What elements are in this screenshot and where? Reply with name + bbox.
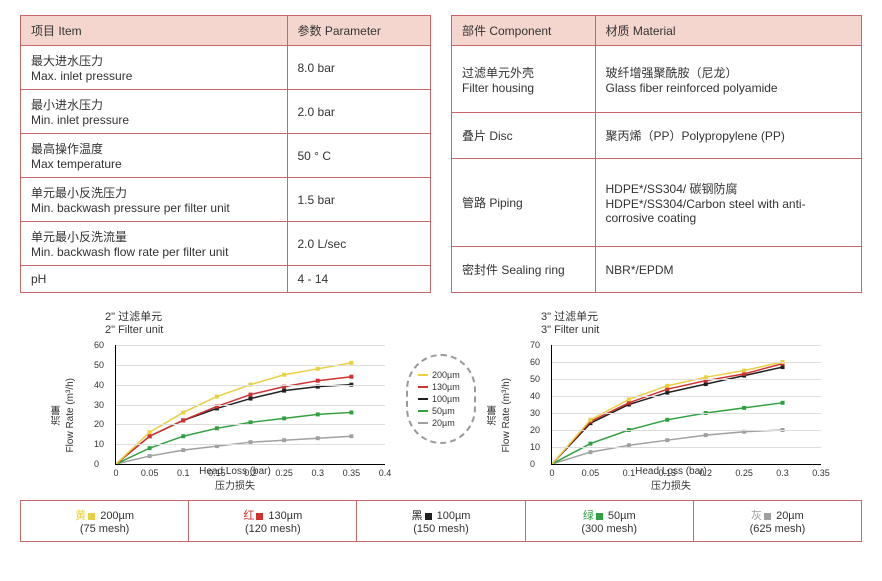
t1-h0: 项目 Item xyxy=(21,16,288,46)
chart2-xlabel: Head Loss (bar)压力损失 xyxy=(516,466,826,492)
chart2-box: 01020304050607000.050.10.150.20.250.30.3… xyxy=(516,340,826,490)
table-cell: pH xyxy=(21,266,288,293)
bottom-legend-item: 红 130µm(120 mesh) xyxy=(189,501,357,541)
materials-table: 部件 Component 材质 Material 过滤单元外壳Filter ho… xyxy=(451,15,862,293)
table-cell: 单元最小反洗流量Min. backwash flow rate per filt… xyxy=(21,222,288,266)
bottom-legend-item: 灰 20µm(625 mesh) xyxy=(694,501,861,541)
mid-legend: 200µm 130µm 100µm 50µm 20µm xyxy=(406,354,476,444)
table-cell: NBR*/EPDM xyxy=(595,247,862,293)
table-cell: 聚丙烯（PP）Polypropylene (PP) xyxy=(595,113,862,159)
legend-item: 130µm xyxy=(418,382,464,392)
table-cell: 1.5 bar xyxy=(287,178,431,222)
t1-h1: 参数 Parameter xyxy=(287,16,431,46)
t2-h1: 材质 Material xyxy=(595,16,862,46)
chart2-ylabel: 流量Flow Rate (m³/h) xyxy=(486,378,512,452)
bottom-legend-item: 黄 200µm(75 mesh) xyxy=(21,501,189,541)
table-cell: HDPE*/SS304/ 碳钢防腐HDPE*/SS304/Carbon stee… xyxy=(595,158,862,246)
parameters-table: 项目 Item 参数 Parameter 最大进水压力Max. inlet pr… xyxy=(20,15,431,293)
legend-item: 200µm xyxy=(418,370,464,380)
bottom-legend: 黄 200µm(75 mesh)红 130µm(120 mesh)黑 100µm… xyxy=(20,500,862,542)
table-cell: 过滤单元外壳Filter housing xyxy=(452,46,596,113)
table-cell: 2.0 bar xyxy=(287,90,431,134)
table-cell: 最小进水压力Min. inlet pressure xyxy=(21,90,288,134)
table-cell: 4 - 14 xyxy=(287,266,431,293)
chart1-title: 2" 过滤单元2" Filter unit xyxy=(50,308,396,336)
table-cell: 单元最小反洗压力Min. backwash pressure per filte… xyxy=(21,178,288,222)
table-cell: 2.0 L/sec xyxy=(287,222,431,266)
legend-item: 50µm xyxy=(418,406,464,416)
bottom-legend-item: 黑 100µm(150 mesh) xyxy=(357,501,525,541)
table-cell: 管路 Piping xyxy=(452,158,596,246)
chart-2inch: 2" 过滤单元2" Filter unit 流量Flow Rate (m³/h)… xyxy=(50,308,396,490)
chart-3inch: 3" 过滤单元3" Filter unit 流量Flow Rate (m³/h)… xyxy=(486,308,832,490)
table-cell: 最高操作温度Max temperature xyxy=(21,134,288,178)
t2-h0: 部件 Component xyxy=(452,16,596,46)
legend-item: 100µm xyxy=(418,394,464,404)
table-cell: 密封件 Sealing ring xyxy=(452,247,596,293)
table-cell: 最大进水压力Max. inlet pressure xyxy=(21,46,288,90)
table-cell: 玻纤增强聚酰胺（尼龙）Glass fiber reinforced polyam… xyxy=(595,46,862,113)
table-cell: 叠片 Disc xyxy=(452,113,596,159)
chart2-title: 3" 过滤单元3" Filter unit xyxy=(486,308,832,336)
table-cell: 8.0 bar xyxy=(287,46,431,90)
chart1-box: 010203040506000.050.10.150.20.250.30.350… xyxy=(80,340,390,490)
bottom-legend-item: 绿 50µm(300 mesh) xyxy=(526,501,694,541)
chart1-ylabel: 流量Flow Rate (m³/h) xyxy=(50,378,76,452)
table-cell: 50 ° C xyxy=(287,134,431,178)
legend-item: 20µm xyxy=(418,418,464,428)
tables-row: 项目 Item 参数 Parameter 最大进水压力Max. inlet pr… xyxy=(20,15,862,293)
chart1-xlabel: Head Loss (bar)压力损失 xyxy=(80,466,390,492)
charts-row: 2" 过滤单元2" Filter unit 流量Flow Rate (m³/h)… xyxy=(20,308,862,490)
